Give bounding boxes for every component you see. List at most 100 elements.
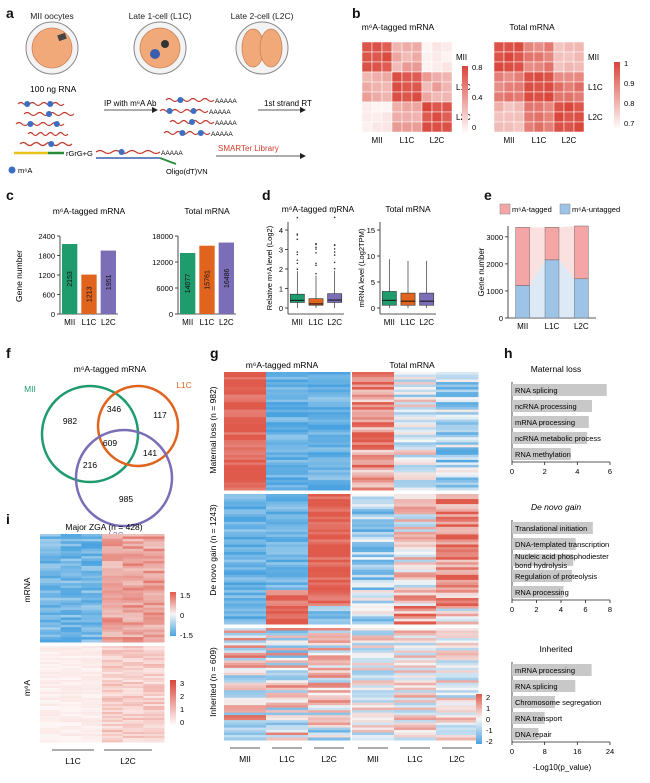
zga-m6a-cell	[102, 700, 124, 703]
zga-mrna-cell	[122, 597, 144, 601]
go-bar	[512, 538, 576, 550]
matrix-cell	[401, 101, 413, 113]
zga-m6a-cell	[81, 656, 103, 659]
zga-m6a-cell	[143, 648, 165, 651]
zga-m6a-cell	[102, 670, 124, 673]
matrix-cell	[563, 61, 575, 73]
library-label: SMARTer Library	[218, 144, 279, 153]
zga-mrna-cell	[60, 619, 82, 623]
zga-m6a-cell	[60, 696, 82, 699]
heatmap-cell	[436, 628, 479, 631]
heatmap-cell	[352, 722, 395, 726]
bar-l2c	[218, 242, 234, 314]
matrix-cell	[493, 81, 505, 93]
heatmap-cell	[308, 707, 351, 711]
zga-m6a-cell	[60, 668, 82, 671]
heatmap-cell	[308, 452, 351, 456]
zga-m6a-cell	[81, 708, 103, 711]
matrix-cell	[563, 121, 575, 133]
heatmap-cell	[394, 700, 437, 704]
heatmap-cell	[394, 419, 437, 423]
y-axis-label: mRNA level (Log2TPM)	[357, 228, 366, 307]
heatmap-cell	[266, 526, 309, 530]
matrix-cell	[431, 61, 443, 73]
heatmap-cell	[308, 511, 351, 515]
matrix-cell	[533, 111, 545, 123]
x-tick-label: MII	[517, 322, 528, 331]
heatmap-cell	[394, 717, 437, 721]
go-term-label: RNA transport	[515, 714, 563, 723]
heatmap-cell	[266, 582, 309, 586]
heatmap-cell	[394, 642, 437, 646]
heatmap-cell	[394, 414, 437, 418]
colorbar-tick: 2	[180, 692, 184, 701]
heatmap-cell	[436, 514, 479, 518]
zga-m6a-cell	[102, 662, 124, 665]
zga-mrna-cell	[143, 619, 165, 623]
heatmap-cell	[436, 695, 479, 699]
heatmap-cell	[352, 682, 395, 686]
heatmap-cell	[352, 611, 395, 615]
zga-m6a-cell	[122, 700, 144, 703]
colorbar-tick: -1.5	[180, 631, 193, 640]
zga-mrna-cell	[81, 558, 103, 562]
zga-m6a-cell	[40, 694, 62, 697]
heatmap-cell	[436, 660, 479, 664]
zga-m6a-cell	[143, 716, 165, 719]
heatmap-cell	[224, 482, 267, 486]
heatmap-cell	[352, 414, 395, 418]
heatmap-cell	[308, 564, 351, 568]
heatmap-cell	[352, 590, 395, 594]
zga-mrna-cell	[40, 583, 62, 587]
zga-m6a-cell	[60, 658, 82, 661]
go-bar	[512, 384, 607, 396]
heatmap-cell	[308, 552, 351, 556]
zga-m6a-cell	[60, 728, 82, 731]
zga-mrna-cell	[122, 592, 144, 596]
panel-letter-e: e	[484, 187, 492, 203]
heatmap-cell	[224, 685, 267, 689]
heatmap-cell	[436, 487, 479, 491]
heatmap-cell	[394, 429, 437, 433]
heatmap-cell	[308, 439, 351, 443]
x-tick-label: 6	[608, 467, 612, 476]
bar-value-label: 16486	[224, 268, 231, 288]
zga-mrna-cell	[60, 534, 82, 537]
heatmap-cell	[436, 598, 479, 602]
zga-mrna-cell	[60, 541, 82, 545]
zga-m6a-cell	[40, 716, 62, 719]
heatmap-cell	[394, 650, 437, 654]
venn-count-l2c-only: 985	[119, 494, 133, 504]
heatmap-cell	[308, 384, 351, 388]
zga-mrna-cell	[40, 548, 62, 552]
zga-mrna-cell	[102, 541, 124, 545]
zga-m6a-cell	[81, 646, 103, 649]
zga-mrna-cell	[40, 617, 62, 621]
zga-mrna-cell	[143, 568, 165, 572]
zga-m6a-cell	[102, 694, 124, 697]
heatmap-cell	[266, 547, 309, 551]
colorbar-tick: 0	[472, 123, 476, 132]
zga-heatmap-cells	[40, 534, 165, 743]
matrix-cell	[371, 61, 383, 73]
zga-m6a-cell	[143, 738, 165, 741]
zga-m6a-cell	[143, 676, 165, 679]
heatmap-cell	[436, 725, 479, 729]
zga-m6a-cell	[122, 710, 144, 713]
heatmap-cell	[266, 712, 309, 716]
heatmap-cell	[266, 682, 309, 686]
zga-m6a-cell	[40, 714, 62, 717]
heatmap-cell	[352, 642, 395, 646]
outlier-point	[296, 253, 299, 256]
matrix-cell	[411, 71, 423, 83]
heatmap-cell	[224, 531, 267, 535]
matrix-cell	[553, 101, 565, 113]
heatmap-cell	[224, 572, 267, 576]
zga-m6a-cell	[122, 692, 144, 695]
heatmap-cell	[308, 637, 351, 641]
zga-mrna-cell	[81, 629, 103, 633]
zga-mrna-cell	[102, 563, 124, 567]
heatmap-cell	[436, 529, 479, 533]
heatmap-cell	[308, 682, 351, 686]
heatmap-cell	[394, 727, 437, 731]
